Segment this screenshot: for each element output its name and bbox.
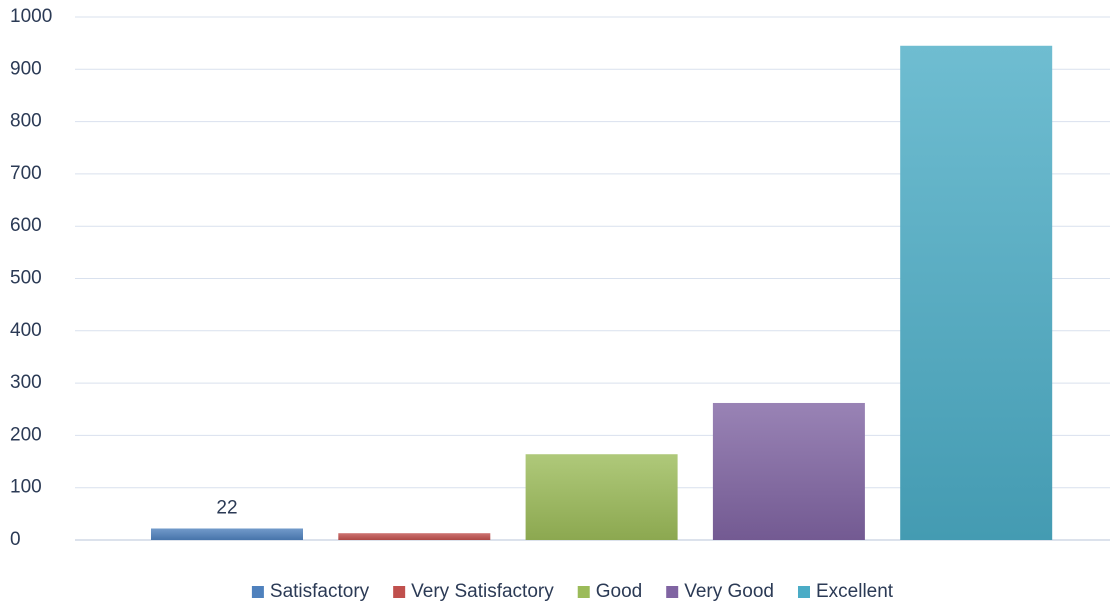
legend-label: Very Good [684,581,774,602]
legend-label: Very Satisfactory [411,581,554,602]
bar [712,402,865,540]
y-tick-label: 600 [10,215,42,236]
legend-swatch [393,586,406,598]
legend-swatch [797,586,810,598]
legend-label: Good [596,581,642,602]
y-tick-label: 1000 [10,6,52,27]
y-tick-label: 900 [10,58,42,79]
legend-swatch [251,586,264,598]
y-tick-label: 0 [10,529,21,550]
y-tick-label: 100 [10,477,42,498]
legend-label: Excellent [816,581,894,602]
y-tick-label: 300 [10,372,42,393]
y-tick-label: 200 [10,424,42,445]
y-tick-label: 800 [10,111,42,132]
bar [900,45,1053,540]
bar [338,533,491,540]
bar [151,528,303,540]
legend-label: Satisfactory [270,581,370,602]
y-tick-label: 400 [10,320,42,341]
y-tick-label: 700 [10,163,42,184]
data-label: 22 [216,498,237,519]
y-tick-label: 500 [10,268,42,289]
bar [525,454,678,540]
legend-swatch [577,586,590,598]
legend-swatch [666,586,679,598]
